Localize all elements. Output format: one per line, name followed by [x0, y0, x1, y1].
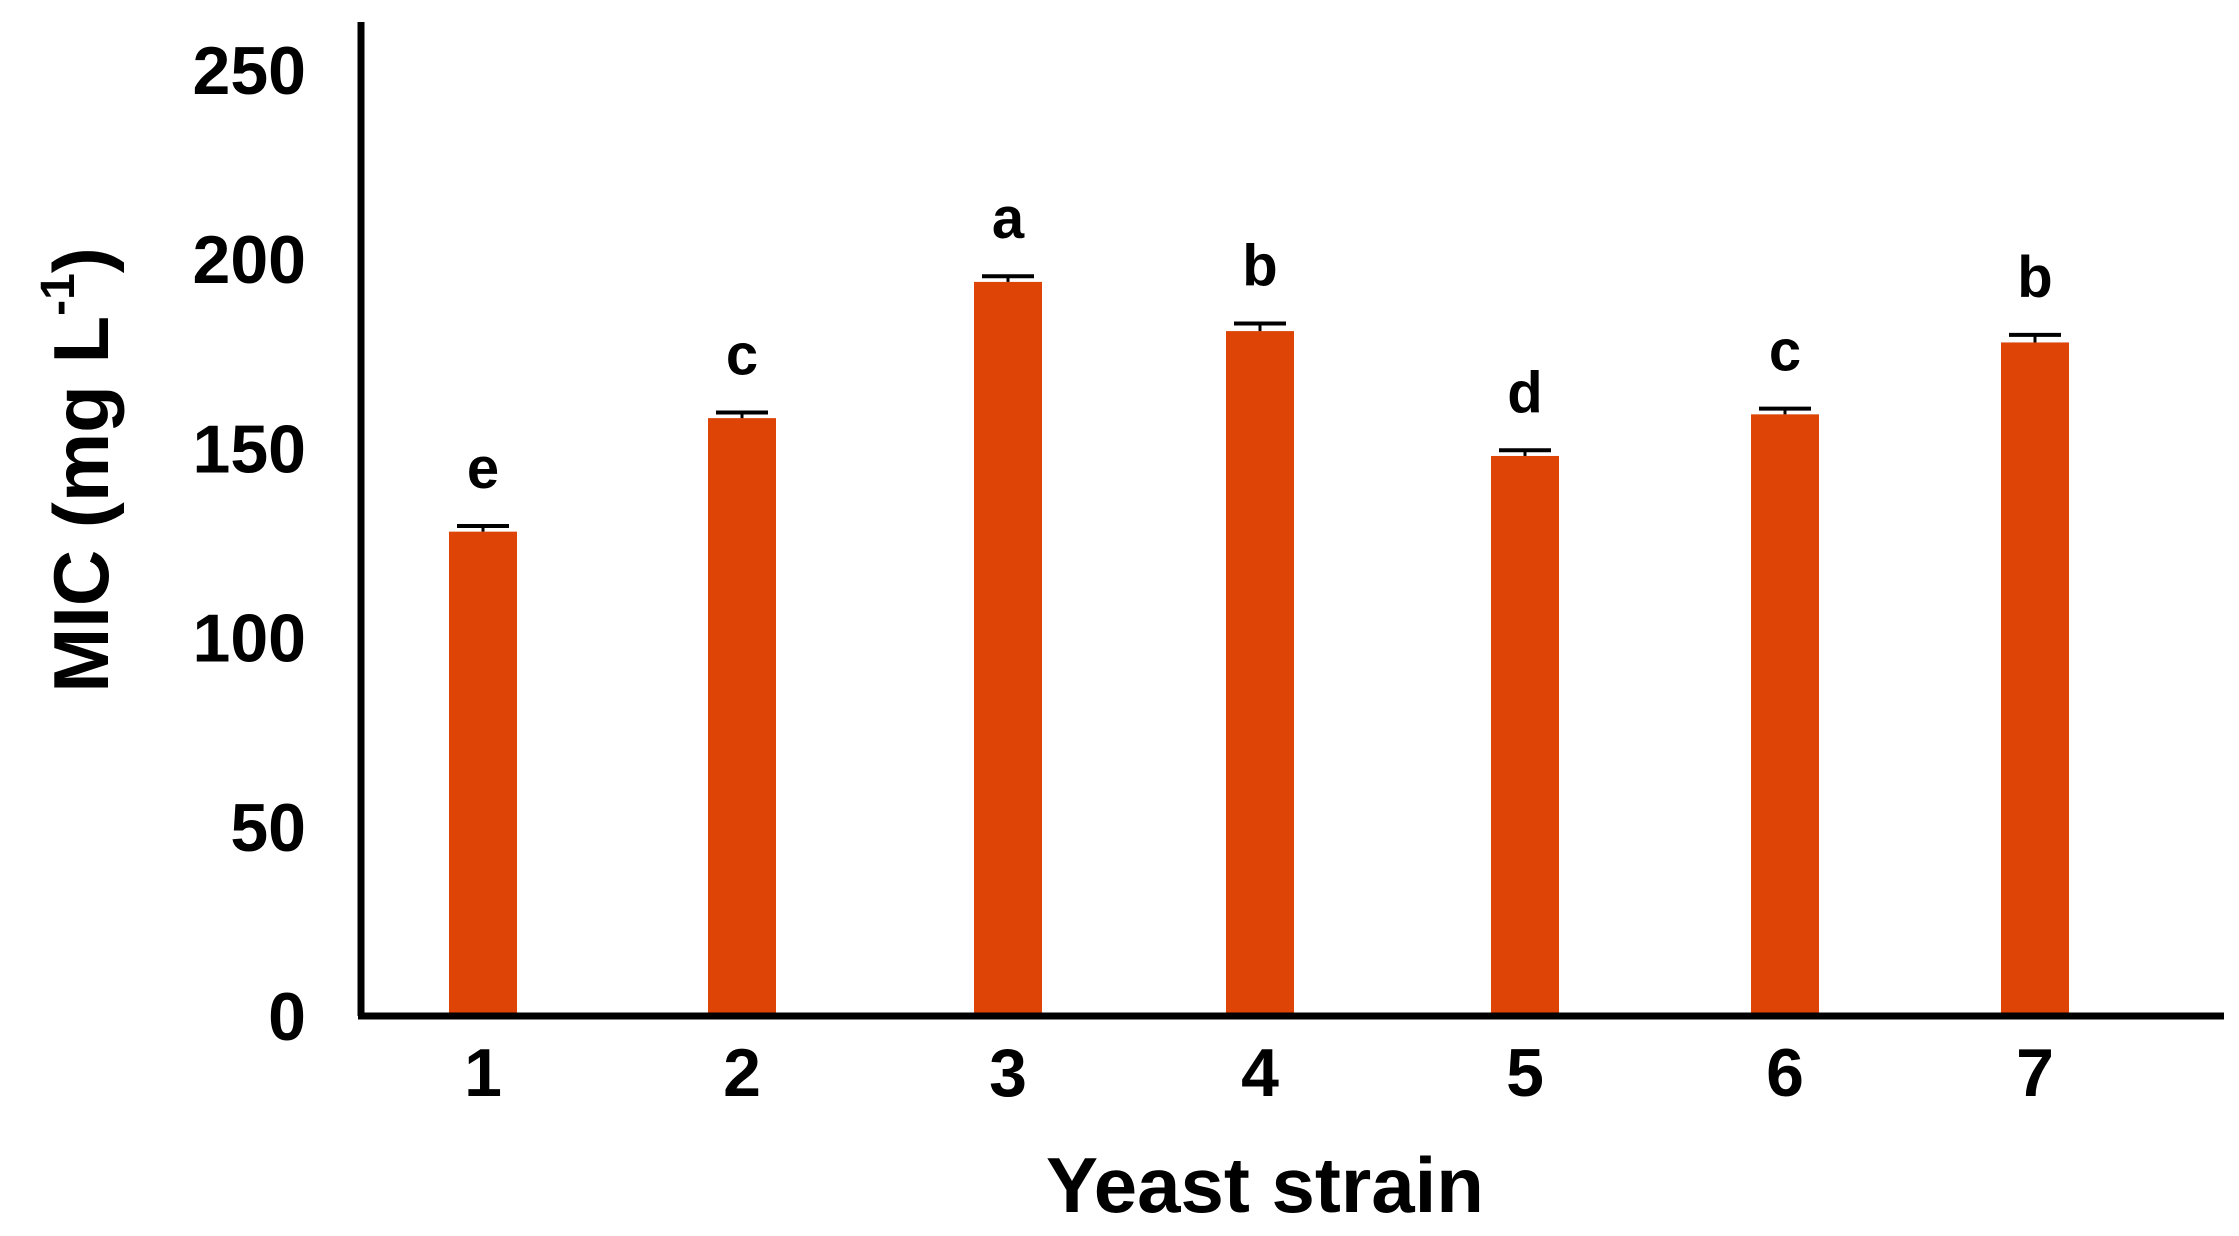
x-tick-label-7: 7 — [2016, 1035, 2054, 1111]
error-bar-2 — [716, 410, 768, 419]
bar-1 — [449, 531, 517, 1016]
y-axis-title-close: ) — [37, 247, 125, 273]
error-bar-5 — [1499, 448, 1551, 456]
x-tick-label-6: 6 — [1766, 1035, 1804, 1111]
y-tick-label-50: 50 — [230, 790, 306, 866]
error-bar-4 — [1234, 321, 1286, 332]
y-tick-label-100: 100 — [193, 601, 306, 677]
error-bar-1 — [457, 523, 509, 532]
x-axis-title: Yeast strain — [1046, 1141, 1484, 1229]
bar-7 — [2001, 342, 2069, 1016]
y-tick-label-150: 150 — [193, 411, 306, 487]
y-tick-labels: 0 50 100 150 200 250 — [193, 33, 306, 1055]
y-axis-title-main: MIC (mg L — [37, 316, 125, 693]
bar-5 — [1491, 455, 1559, 1016]
y-tick-label-0: 0 — [268, 979, 306, 1055]
y-axis-title-superscript: -1 — [32, 273, 85, 316]
significance-label-5: d — [1507, 360, 1542, 425]
significance-label-6: c — [1769, 319, 1801, 384]
y-axis-title: MIC (mg L-1) — [32, 247, 125, 693]
bars-layer — [449, 281, 2069, 1016]
error-bar-6 — [1759, 406, 1811, 415]
significance-label-4: b — [1242, 234, 1277, 299]
y-tick-label-250: 250 — [193, 33, 306, 109]
error-bars-layer — [457, 274, 2061, 532]
error-bar-7 — [2009, 332, 2061, 343]
significance-labels-layer: e c a b d c b — [467, 186, 2053, 501]
x-tick-label-1: 1 — [464, 1035, 502, 1111]
significance-label-2: c — [726, 322, 758, 387]
bar-4 — [1226, 331, 1294, 1016]
x-category-labels: 1 2 3 4 5 6 7 — [464, 1035, 2054, 1111]
error-bar-3 — [982, 274, 1034, 282]
bar-3 — [974, 281, 1042, 1016]
x-tick-label-4: 4 — [1241, 1035, 1279, 1111]
x-tick-label-2: 2 — [723, 1035, 761, 1111]
significance-label-1: e — [467, 436, 499, 501]
significance-label-7: b — [2017, 245, 2052, 310]
x-tick-label-5: 5 — [1506, 1035, 1544, 1111]
bar-6 — [1751, 414, 1819, 1016]
bar-2 — [708, 418, 776, 1016]
x-tick-label-3: 3 — [989, 1035, 1027, 1111]
significance-label-3: a — [992, 186, 1025, 251]
y-tick-label-200: 200 — [193, 222, 306, 298]
